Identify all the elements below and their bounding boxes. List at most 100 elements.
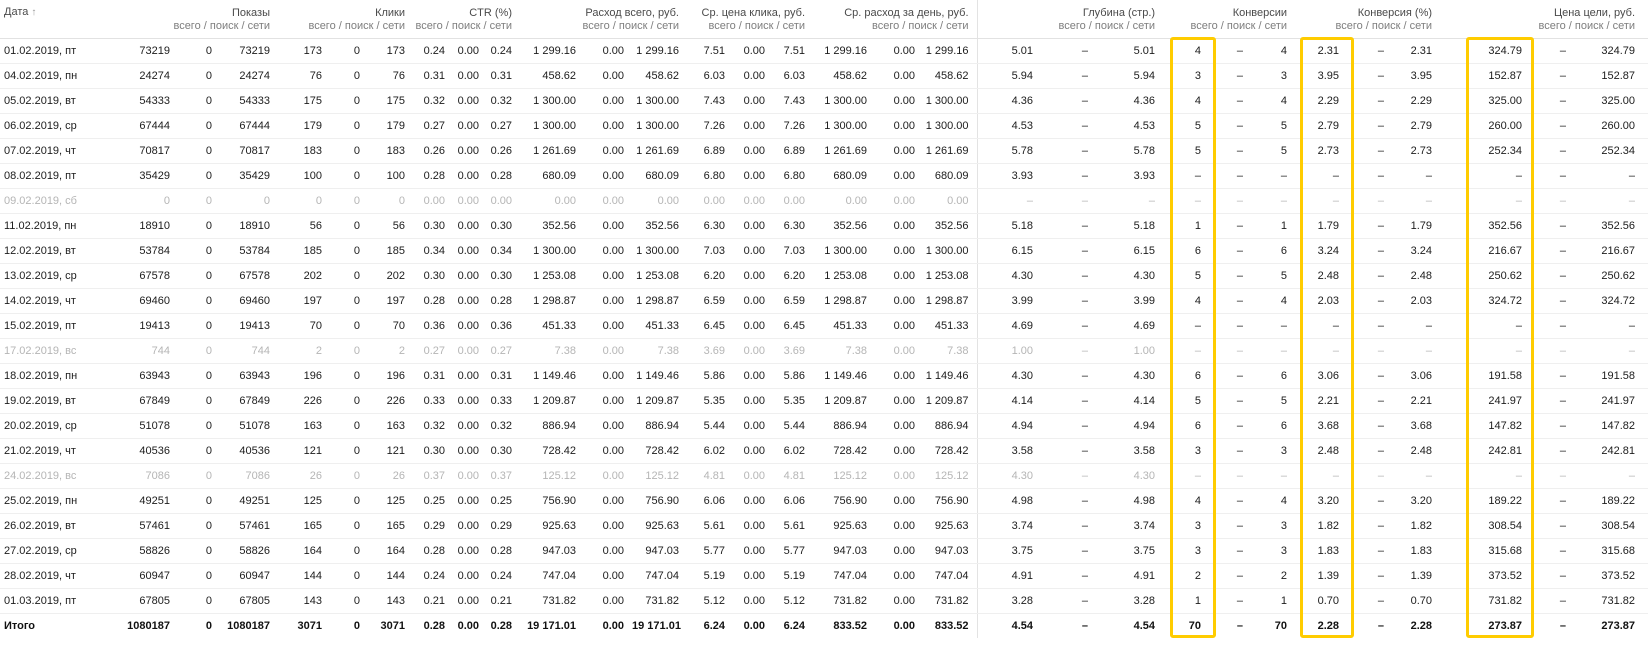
cell-clicks-search: 0 bbox=[330, 38, 368, 64]
column-header-goal-price[interactable]: Цена цели, руб. всего / поиск / сети bbox=[1440, 0, 1644, 39]
cell-conversion-rate-search: – bbox=[1347, 538, 1393, 564]
cell-cost-total: 1 261.69 bbox=[520, 138, 584, 164]
column-header-avg-daily-cost[interactable]: Ср. расход за день, руб. всего / поиск / … bbox=[813, 0, 978, 39]
cell-clicks-total: 196 bbox=[278, 363, 330, 389]
cell-ctr-search: 0.00 bbox=[453, 163, 487, 189]
cell-cost-networks: 728.42 bbox=[632, 438, 687, 464]
cell-conversions-search: – bbox=[1209, 88, 1252, 114]
cell-cost-networks: 886.94 bbox=[632, 413, 687, 439]
cell-clicks-total: 226 bbox=[278, 388, 330, 414]
cell-cost-total: 451.33 bbox=[520, 313, 584, 339]
cell-depth-total: 3.74 bbox=[977, 513, 1042, 539]
cell-avg-daily-cost-networks: 747.04 bbox=[923, 563, 978, 589]
cell-conversions-networks: – bbox=[1251, 313, 1296, 339]
cell-avg-daily-cost-networks: 1 298.87 bbox=[923, 288, 978, 314]
cell-cost-total: 731.82 bbox=[520, 588, 584, 614]
cell-cost-networks: 1 253.08 bbox=[632, 263, 687, 289]
cell-clicks-search: 0 bbox=[330, 538, 368, 564]
cell-clicks-search: 0 bbox=[330, 313, 368, 339]
cell-ctr-search: 0.00 bbox=[453, 438, 487, 464]
table-row: 21.02.2019, чт 40536 0 40536 121 0 121 0.30 0.00… bbox=[0, 438, 1648, 464]
cell-avg-daily-cost-networks: 1 209.87 bbox=[923, 388, 978, 414]
column-group-label: Ср. расход за день, руб. bbox=[844, 6, 969, 19]
column-header-depth[interactable]: Глубина (стр.) всего / поиск / сети bbox=[977, 0, 1164, 39]
cell-conversion-rate-networks: – bbox=[1392, 188, 1441, 214]
cell-conversions-networks: – bbox=[1251, 338, 1296, 364]
cell-cost-total: 925.63 bbox=[520, 513, 584, 539]
cell-depth-total: 5.18 bbox=[977, 213, 1042, 239]
cell-clicks-networks: 175 bbox=[368, 88, 413, 114]
cell-goal-price-networks: 324.79 bbox=[1574, 38, 1644, 64]
cell-avg-daily-cost-networks: 1 299.16 bbox=[923, 38, 978, 64]
cell-cost-search: 0.00 bbox=[584, 238, 632, 264]
cell-goal-price-networks: 189.22 bbox=[1574, 488, 1644, 514]
table-row: 12.02.2019, вт 53784 0 53784 185 0 185 0.34 0.00… bbox=[0, 238, 1648, 264]
cell-clicks-total: 185 bbox=[278, 238, 330, 264]
column-header-ctr[interactable]: CTR (%) всего / поиск / сети bbox=[413, 0, 520, 39]
cell-conversion-rate-networks: 0.70 bbox=[1392, 588, 1441, 614]
column-header-date[interactable]: Дата ↑ bbox=[0, 0, 100, 39]
cell-cost-networks: 1 298.87 bbox=[632, 288, 687, 314]
cell-goal-price-total: 241.97 bbox=[1440, 388, 1531, 414]
cell-goal-price-networks: 191.58 bbox=[1574, 363, 1644, 389]
cell-ctr-search: 0.00 bbox=[453, 538, 487, 564]
cell-impressions-networks: 60947 bbox=[220, 563, 278, 589]
cell-avg-daily-cost-total: 1 300.00 bbox=[813, 238, 876, 264]
cell-avg-cpc-search: 0.00 bbox=[733, 138, 773, 164]
cell-avg-daily-cost-search: 0.00 bbox=[875, 88, 924, 114]
cell-impressions-search: 0 bbox=[178, 588, 220, 614]
cell-cost-networks: 680.09 bbox=[632, 163, 687, 189]
cell-avg-daily-cost-networks: 451.33 bbox=[923, 313, 978, 339]
cell-depth-search: – bbox=[1041, 612, 1097, 638]
cell-avg-daily-cost-networks: 7.38 bbox=[923, 338, 978, 364]
cell-depth-total: – bbox=[977, 188, 1042, 214]
cell-conversions-total: 1 bbox=[1163, 213, 1210, 239]
cell-goal-price-networks: – bbox=[1574, 163, 1644, 189]
cell-clicks-total: 76 bbox=[278, 63, 330, 89]
column-header-cost[interactable]: Расход всего, руб. всего / поиск / сети bbox=[520, 0, 687, 39]
cell-cost-search: 0.00 bbox=[584, 438, 632, 464]
cell-avg-daily-cost-total: 1 261.69 bbox=[813, 138, 876, 164]
cell-avg-cpc-search: 0.00 bbox=[733, 338, 773, 364]
cell-goal-price-search: – bbox=[1530, 363, 1575, 389]
cell-avg-cpc-networks: 5.12 bbox=[773, 588, 814, 614]
cell-avg-daily-cost-search: 0.00 bbox=[875, 313, 924, 339]
column-group-label: Конверсии bbox=[1232, 6, 1288, 19]
table-row: 13.02.2019, ср 67578 0 67578 202 0 202 0.30 0.00… bbox=[0, 263, 1648, 289]
cell-goal-price-total: 252.34 bbox=[1440, 138, 1531, 164]
cell-goal-price-search: – bbox=[1530, 263, 1575, 289]
column-header-conversions[interactable]: Конверсии всего / поиск / сети bbox=[1163, 0, 1296, 39]
cell-clicks-search: 0 bbox=[330, 88, 368, 114]
column-header-clicks[interactable]: Клики всего / поиск / сети bbox=[278, 0, 413, 39]
cell-depth-total: 4.53 bbox=[977, 113, 1042, 139]
cell-avg-daily-cost-search: 0.00 bbox=[875, 488, 924, 514]
cell-conversion-rate-search: – bbox=[1347, 338, 1393, 364]
cell-conversions-networks: 5 bbox=[1251, 263, 1296, 289]
cell-impressions-networks: 69460 bbox=[220, 288, 278, 314]
cell-depth-total: 4.14 bbox=[977, 388, 1042, 414]
cell-depth-search: – bbox=[1041, 588, 1097, 614]
cell-cost-total: 1 299.16 bbox=[520, 38, 584, 64]
date-cell: 09.02.2019, сб bbox=[0, 188, 100, 214]
cell-cost-search: 0.00 bbox=[584, 113, 632, 139]
cell-conversion-rate-total: 2.31 bbox=[1295, 38, 1348, 64]
cell-avg-daily-cost-networks: 731.82 bbox=[923, 588, 978, 614]
cell-clicks-search: 0 bbox=[330, 563, 368, 589]
cell-impressions-search: 0 bbox=[178, 388, 220, 414]
cell-conversion-rate-search: – bbox=[1347, 63, 1393, 89]
column-group-label: Показы bbox=[231, 6, 270, 19]
table-row: 01.03.2019, пт 67805 0 67805 143 0 143 0.21 0.00… bbox=[0, 588, 1648, 614]
column-header-impressions[interactable]: Показы всего / поиск / сети bbox=[100, 0, 278, 39]
column-header-avg-cpc[interactable]: Ср. цена клика, руб. всего / поиск / сети bbox=[687, 0, 814, 39]
cell-depth-search: – bbox=[1041, 38, 1097, 64]
cell-ctr-networks: 0.34 bbox=[487, 238, 520, 264]
table-row: 28.02.2019, чт 60947 0 60947 144 0 144 0.24 0.00… bbox=[0, 563, 1648, 589]
cell-cost-search: 0.00 bbox=[584, 388, 632, 414]
cell-goal-price-search: – bbox=[1530, 463, 1575, 489]
cell-conversion-rate-networks: 3.95 bbox=[1392, 63, 1441, 89]
cell-avg-cpc-networks: 5.19 bbox=[773, 563, 814, 589]
cell-ctr-networks: 0.37 bbox=[487, 463, 520, 489]
cell-avg-daily-cost-search: 0.00 bbox=[875, 612, 924, 638]
cell-ctr-networks: 0.32 bbox=[487, 413, 520, 439]
column-header-conversion-rate[interactable]: Конверсия (%) всего / поиск / сети bbox=[1295, 0, 1441, 39]
